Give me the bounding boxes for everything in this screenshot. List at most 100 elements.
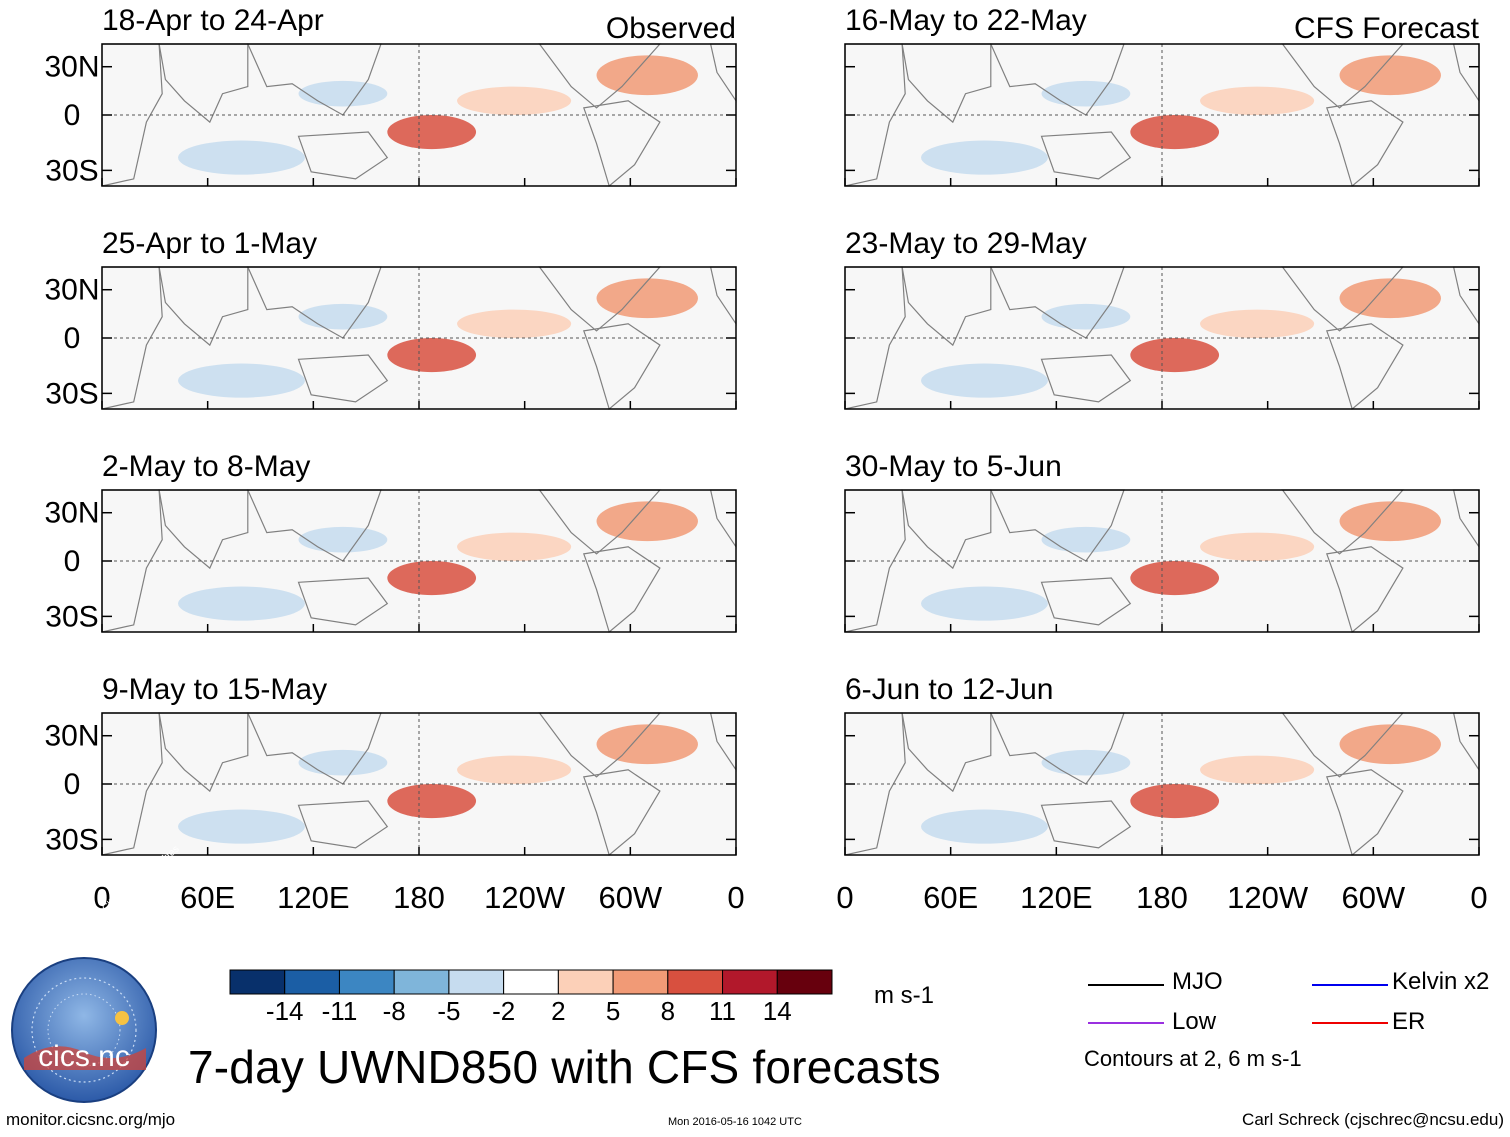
anomaly-patch: [596, 724, 698, 765]
anomaly-patch: [1200, 309, 1315, 338]
coastline: [901, 266, 992, 347]
colorbar-tick-label: -5: [437, 996, 461, 1026]
coastline: [297, 800, 389, 849]
anomaly-patch: [921, 140, 1048, 175]
coastline: [246, 489, 382, 562]
anomaly-patch: [1041, 303, 1131, 330]
colorbar-tick-label: 14: [762, 996, 792, 1026]
footer-timestamp: Mon 2016-05-16 1042 UTC: [668, 1116, 802, 1128]
coastline: [1040, 131, 1132, 180]
colorbar-swatch: [722, 969, 778, 995]
cics-logo: [11, 957, 157, 1103]
anomaly-patch: [1041, 80, 1131, 107]
x-tick-label: 120E: [1020, 880, 1092, 915]
legend-swatch-mjo: [1088, 984, 1164, 986]
colorbar-tick-label: 5: [605, 996, 621, 1026]
contour-note: Contours at 2, 6 m s-1: [1084, 1046, 1302, 1071]
x-tick-label: 120W: [484, 880, 566, 915]
column-label: CFS Forecast: [1294, 12, 1480, 45]
coastline: [297, 131, 389, 180]
colorbar-swatch: [503, 969, 559, 995]
coastline: [158, 712, 249, 793]
x-tick-label: 60W: [598, 880, 662, 915]
colorbar-tick-label: 8: [660, 996, 676, 1026]
coastline: [582, 769, 661, 857]
coastline: [158, 489, 249, 570]
y-tick-label: 0: [64, 322, 81, 355]
x-tick-label: 60E: [180, 880, 235, 915]
x-tick-label: 180: [393, 880, 445, 915]
colorbar-swatch: [667, 969, 724, 995]
coastline: [1040, 800, 1132, 849]
x-tick-label: 120E: [277, 880, 349, 915]
anomaly-patch: [387, 561, 477, 596]
panel-period-label: 6-Jun to 12-Jun: [845, 673, 1053, 706]
anomaly-patch: [1041, 749, 1131, 776]
y-tick-label: 30S: [45, 154, 98, 187]
anomaly-patch: [457, 755, 572, 784]
footer-url: monitor.cicsnc.org/mjo: [6, 1110, 176, 1129]
chart-title: 7-day UWND850 with CFS forecasts: [188, 1041, 941, 1093]
map-panel: 30-May to 5-Jun: [844, 450, 1480, 634]
coastline: [158, 43, 249, 124]
anomaly-patch: [1200, 86, 1315, 116]
legend-swatch-low: [1088, 1022, 1164, 1024]
logo-wordmark: cics.nc: [38, 1040, 130, 1073]
colorbar-swatch: [612, 969, 669, 995]
anomaly-patch: [457, 86, 572, 116]
anomaly-patch: [921, 363, 1048, 398]
coastline: [582, 546, 661, 634]
anomaly-patch: [298, 526, 388, 553]
anomaly-patch: [1130, 561, 1220, 596]
colorbar-tick-label: -2: [492, 996, 516, 1026]
anomaly-patch: [1339, 55, 1441, 96]
x-tick-label: 0: [836, 880, 853, 915]
anomaly-patch: [921, 586, 1048, 621]
coastline: [989, 43, 1125, 116]
map-panel: 6-Jun to 12-Jun: [844, 673, 1480, 857]
coastline: [989, 712, 1125, 785]
y-tick-label: 30S: [45, 823, 98, 856]
x-tick-label: 0: [1470, 880, 1487, 915]
y-tick-label: 30N: [44, 51, 99, 84]
x-tick-label: 120W: [1227, 880, 1309, 915]
anomaly-patch: [178, 363, 305, 398]
coastline: [1325, 546, 1404, 634]
coastline: [246, 712, 382, 785]
anomaly-patch: [298, 749, 388, 776]
anomaly-patch: [178, 809, 305, 844]
anomaly-patch: [596, 501, 698, 542]
anomaly-patch: [921, 809, 1048, 844]
coastline: [1325, 100, 1404, 188]
coastline: [989, 266, 1125, 339]
colorbar-tick-label: -8: [382, 996, 406, 1026]
anomaly-patch: [457, 532, 572, 561]
anomaly-patch: [1130, 784, 1220, 819]
coastline: [1040, 577, 1132, 626]
footer-credit: Carl Schreck (cjschrec@ncsu.edu): [1242, 1110, 1504, 1129]
colorbar-swatch: [448, 969, 505, 995]
anomaly-patch: [1339, 278, 1441, 319]
x-tick-label: 0: [93, 880, 110, 915]
y-tick-label: 0: [64, 99, 81, 132]
coastline: [1325, 323, 1404, 411]
anomaly-patch: [596, 278, 698, 319]
panel-period-label: 2-May to 8-May: [102, 450, 310, 483]
y-tick-label: 30S: [45, 600, 98, 633]
coastline: [582, 323, 661, 411]
colorbar-tick-label: 2: [551, 996, 566, 1026]
colorbar-swatch: [338, 969, 395, 995]
y-tick-label: 30N: [44, 720, 99, 753]
anomaly-patch: [1130, 114, 1220, 150]
anomaly-patch: [1200, 532, 1315, 561]
colorbar-tick-label: 11: [709, 996, 737, 1026]
anomaly-patch: [596, 55, 698, 96]
y-tick-label: 0: [64, 545, 81, 578]
y-tick-label: 30N: [44, 274, 99, 307]
anomaly-patch: [1041, 526, 1131, 553]
colorbar-swatch: [229, 969, 286, 995]
